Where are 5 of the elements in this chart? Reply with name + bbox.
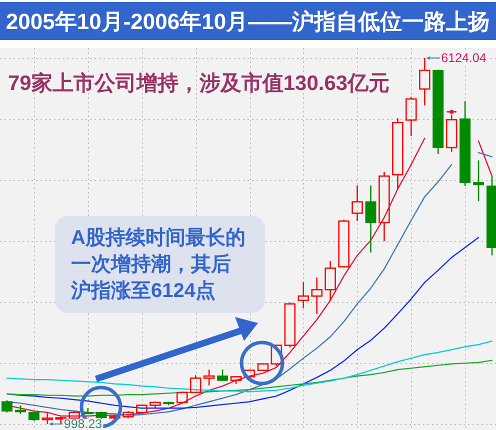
chart-title: 2005年10月-2006年10月——沪指自低位一路上扬 [6, 9, 490, 34]
high-label: 6124.04 [440, 51, 488, 65]
text: 79家上市公司增持，涉及市值130.63亿元 [8, 71, 390, 95]
callout: A股持续时间最长的一次增持潮，其后沪指涨至6124点 [55, 216, 265, 313]
annotation: A股持续时间最长的一次增持潮，其后沪指涨至6124点 [70, 227, 246, 302]
